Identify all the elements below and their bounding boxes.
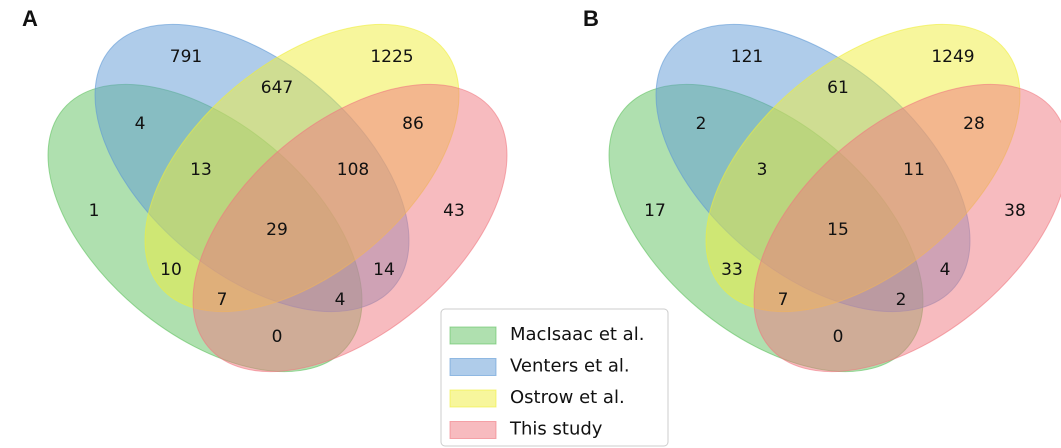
region-count: 3: [757, 160, 768, 180]
legend: MacIsaac et al. Venters et al. Ostrow et a…: [449, 324, 644, 440]
legend-swatch: [449, 326, 497, 345]
panel-title: A: [22, 6, 38, 31]
region-count: 11: [903, 160, 925, 180]
region-count: 4: [335, 290, 346, 310]
region-count: 121: [731, 47, 763, 67]
region-count: 2: [896, 290, 907, 310]
region-count: 108: [337, 160, 369, 180]
region-count: 33: [721, 260, 743, 280]
region-count: 1: [89, 201, 100, 221]
region-count: 4: [135, 114, 146, 134]
region-count: 15: [827, 220, 849, 240]
region-count: 38: [1004, 201, 1026, 221]
region-count: 17: [644, 201, 666, 221]
region-count: 61: [827, 78, 849, 98]
region-count: 0: [272, 327, 283, 347]
region-count: 1225: [370, 47, 413, 67]
region-count: 14: [373, 260, 395, 280]
legend-swatch: [449, 358, 497, 376]
legend-swatch: [449, 421, 497, 439]
region-count: 43: [443, 201, 465, 221]
region-count: 28: [963, 114, 985, 134]
legend-label: Venters et al.: [510, 356, 630, 377]
set-ellipse: [192, 83, 508, 373]
panel-title: B: [583, 6, 599, 31]
venn-panel: B 121 1249 61 2 28 3 11 17 38 15 33 4 7 2 0: [583, 6, 1061, 373]
legend-swatch: [449, 389, 497, 408]
region-count: 13: [190, 160, 212, 180]
region-count: 791: [170, 47, 202, 67]
legend-label: Ostrow et al.: [510, 387, 625, 408]
region-count: 86: [402, 114, 424, 134]
set-ellipse: [753, 83, 1061, 373]
region-count: 7: [778, 290, 789, 310]
venn-panel: A 791 1225 647 4 86 13 108 1 43 29 10 14 7 4 0: [22, 6, 508, 373]
legend-box: [440, 308, 669, 447]
region-count: 7: [217, 290, 228, 310]
region-count: 4: [940, 260, 951, 280]
region-count: 10: [160, 260, 182, 280]
region-count: 647: [261, 78, 293, 98]
legend-label: This study: [509, 419, 603, 440]
region-count: 2: [696, 114, 707, 134]
region-count: 1249: [931, 47, 974, 67]
legend-label: MacIsaac et al.: [510, 324, 644, 345]
region-count: 0: [833, 327, 844, 347]
region-count: 29: [266, 220, 288, 240]
